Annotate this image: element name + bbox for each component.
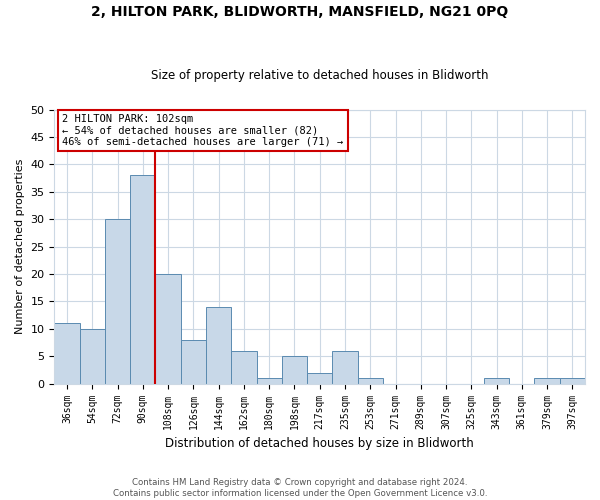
Bar — [307, 372, 332, 384]
Bar — [282, 356, 307, 384]
Bar — [80, 329, 105, 384]
Bar — [155, 274, 181, 384]
Bar — [257, 378, 282, 384]
Bar — [358, 378, 383, 384]
Bar — [560, 378, 585, 384]
Text: Contains HM Land Registry data © Crown copyright and database right 2024.
Contai: Contains HM Land Registry data © Crown c… — [113, 478, 487, 498]
Bar — [231, 351, 257, 384]
Bar — [181, 340, 206, 384]
Text: 2, HILTON PARK, BLIDWORTH, MANSFIELD, NG21 0PQ: 2, HILTON PARK, BLIDWORTH, MANSFIELD, NG… — [91, 5, 509, 19]
X-axis label: Distribution of detached houses by size in Blidworth: Distribution of detached houses by size … — [166, 437, 474, 450]
Bar — [105, 219, 130, 384]
Title: Size of property relative to detached houses in Blidworth: Size of property relative to detached ho… — [151, 69, 488, 82]
Text: 2 HILTON PARK: 102sqm
← 54% of detached houses are smaller (82)
46% of semi-deta: 2 HILTON PARK: 102sqm ← 54% of detached … — [62, 114, 344, 147]
Bar — [332, 351, 358, 384]
Bar — [130, 176, 155, 384]
Bar — [206, 307, 231, 384]
Bar — [535, 378, 560, 384]
Bar — [484, 378, 509, 384]
Bar — [55, 324, 80, 384]
Y-axis label: Number of detached properties: Number of detached properties — [15, 159, 25, 334]
